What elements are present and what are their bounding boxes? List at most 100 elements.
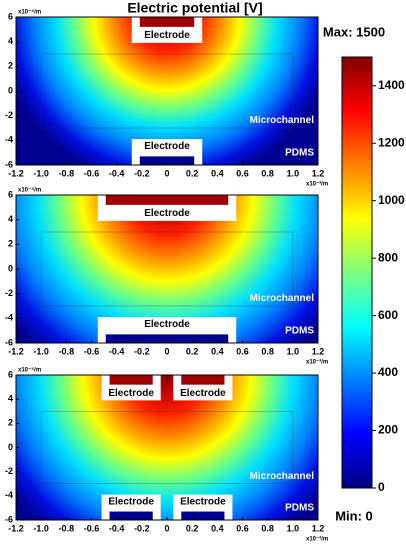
y-tick-label: -6: [5, 159, 13, 169]
x-tick-label: 0: [164, 523, 169, 533]
x-tick-label: -0.8: [59, 168, 75, 178]
annotation: Electrode: [144, 141, 190, 152]
colorbar-tick-label: 800: [378, 250, 398, 264]
y-tick-label: -4: [5, 135, 13, 145]
x-axis-unit: x10⁻³/m: [306, 359, 328, 366]
microchannel-outline: [40, 231, 294, 307]
y-tick-label: 4: [8, 214, 13, 224]
colorbar-tick-label: 1200: [378, 135, 405, 149]
x-tick-label: -1.2: [8, 523, 24, 533]
y-tick-label: -2: [5, 288, 13, 298]
y-axis-unit: x10⁻⁴/m: [18, 368, 41, 374]
electrode: [109, 375, 153, 385]
annotation: Electrode: [144, 30, 190, 41]
x-tick-label: 0.8: [261, 168, 274, 178]
y-tick-label: -2: [5, 466, 13, 476]
title: Electric potential [V]: [127, 0, 262, 16]
colorbar-tick-label: 400: [378, 365, 398, 379]
x-tick-label: -0.4: [109, 523, 125, 533]
x-tick-label: 0.2: [186, 523, 199, 533]
x-tick-label: -0.4: [109, 168, 125, 178]
y-tick-label: 2: [8, 61, 13, 71]
x-axis-unit: x10⁻³/m: [306, 181, 328, 188]
x-tick-label: -0.2: [134, 523, 150, 533]
y-tick-label: 0: [8, 263, 13, 273]
x-tick-label: 0: [164, 168, 169, 178]
x-tick-label: 0.2: [186, 168, 199, 178]
x-tick-label: 0: [164, 346, 169, 356]
colorbar-tick-label: 0: [378, 480, 385, 494]
y-axis-unit: x10⁻⁴/m: [18, 10, 41, 16]
x-tick-label: 0.6: [236, 523, 249, 533]
x-tick-label: -0.2: [134, 168, 150, 178]
x-tick-label: -0.6: [84, 346, 100, 356]
x-tick-label: -0.2: [134, 346, 150, 356]
x-tick-label: 1.2: [312, 168, 325, 178]
x-tick-label: 1.0: [287, 168, 300, 178]
y-tick-label: 2: [8, 239, 13, 249]
y-tick-label: 6: [8, 189, 13, 199]
y-tick-label: -4: [5, 490, 13, 500]
x-tick-label: 0.8: [261, 346, 274, 356]
colorbar-tick-label: 1000: [378, 193, 405, 207]
x-tick-label: 0.4: [211, 523, 224, 533]
y-tick-label: 4: [8, 394, 13, 404]
y-tick-label: 2: [8, 418, 13, 428]
electrode: [181, 511, 225, 520]
x-tick-label: -0.8: [59, 346, 75, 356]
x-axis-unit: x10⁻³/m: [306, 536, 328, 543]
microchannel-outline: [40, 411, 294, 484]
annotation: Microchannel: [250, 115, 315, 126]
colorbar-tick-label: 200: [378, 423, 398, 437]
x-tick-label: 0.4: [211, 346, 224, 356]
annotation: PDMS: [285, 503, 314, 514]
x-tick-label: -1.0: [33, 523, 49, 533]
x-tick-label: 0.2: [186, 346, 199, 356]
annotation: Electrode: [144, 208, 190, 219]
x-tick-label: 1.2: [312, 523, 325, 533]
electrode: [139, 156, 195, 165]
x-tick-label: -0.8: [59, 523, 75, 533]
annotation: Electrode: [180, 497, 226, 508]
microchannel-outline: [40, 53, 294, 129]
x-tick-label: -1.0: [33, 168, 49, 178]
annotation: Electrode: [108, 497, 154, 508]
x-tick-label: 1.0: [287, 523, 300, 533]
y-tick-label: 6: [8, 11, 13, 21]
x-tick-label: 0.4: [211, 168, 224, 178]
y-tick-label: -6: [5, 337, 13, 347]
x-tick-label: 1.2: [312, 346, 325, 356]
electrode: [105, 334, 229, 343]
x-tick-label: -1.2: [8, 346, 24, 356]
colorbar-tick-label: 1400: [378, 78, 405, 92]
electrode: [109, 511, 153, 520]
annotation: PDMS: [285, 147, 314, 158]
y-axis-unit: x10⁻⁴/m: [18, 188, 41, 194]
x-tick-label: -1.0: [33, 346, 49, 356]
x-tick-label: 0.8: [261, 523, 274, 533]
x-tick-label: -1.2: [8, 168, 24, 178]
x-tick-label: 1.0: [287, 346, 300, 356]
y-tick-label: 0: [8, 442, 13, 452]
colorbar-tick-label: 600: [378, 308, 398, 322]
x-tick-label: -0.6: [84, 168, 100, 178]
annotation: PDMS: [285, 325, 314, 336]
potential-field: [16, 375, 318, 520]
x-tick-label: 0.6: [236, 168, 249, 178]
colorbar-min: Min: 0: [335, 508, 373, 523]
y-tick-label: -4: [5, 313, 13, 323]
annotation: Electrode: [180, 388, 226, 399]
y-tick-label: 6: [8, 369, 13, 379]
colorbar: [341, 56, 373, 489]
y-tick-label: -2: [5, 110, 13, 120]
electrode: [181, 375, 225, 385]
y-tick-label: -6: [5, 514, 13, 524]
annotation: Electrode: [144, 319, 190, 330]
y-tick-label: 4: [8, 36, 13, 46]
annotation: Microchannel: [250, 471, 315, 482]
electrode: [139, 17, 195, 27]
electrode: [105, 195, 229, 205]
colorbar-max: Max: 1500: [323, 24, 385, 39]
annotation: Microchannel: [250, 293, 315, 304]
